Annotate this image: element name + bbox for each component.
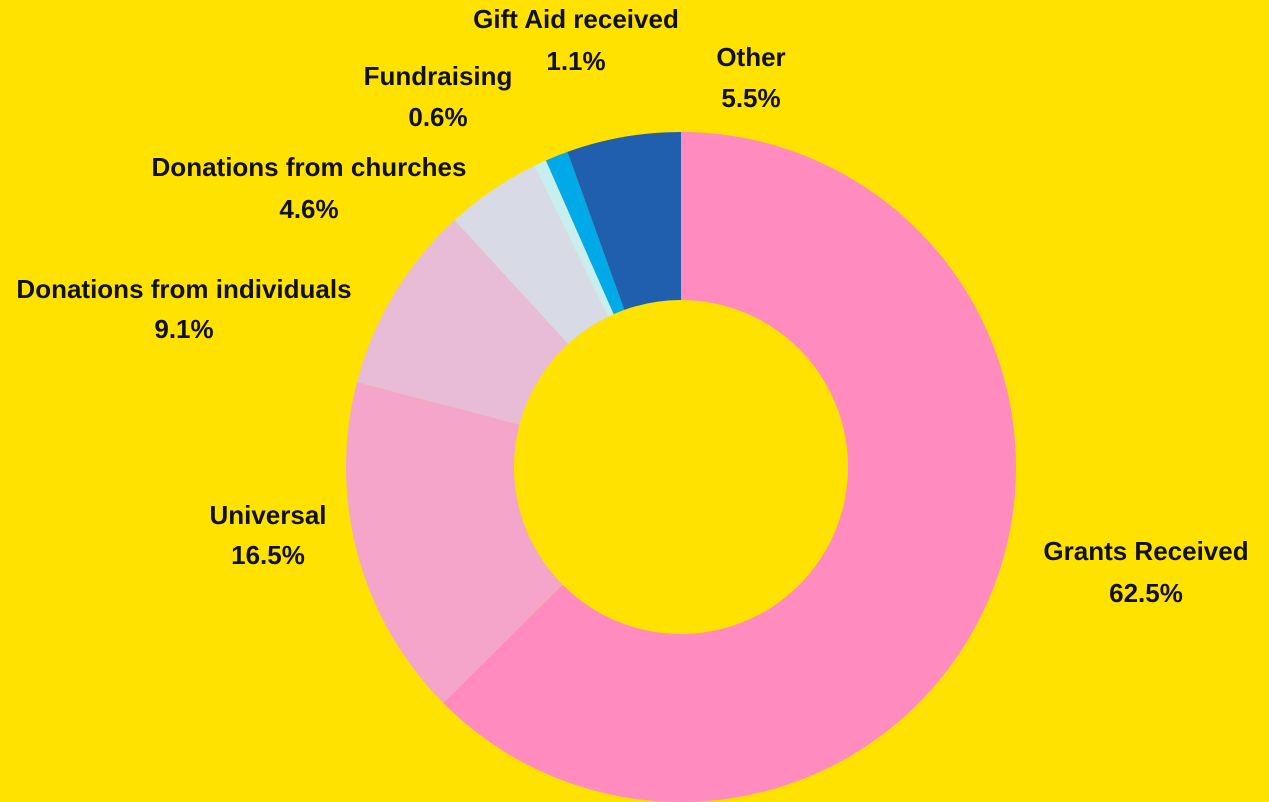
slice-label: Donations from individuals (16, 274, 351, 304)
slice-value-label: 5.5% (721, 83, 780, 113)
slice-label: Donations from churches (152, 152, 467, 182)
donut-slice (346, 382, 563, 703)
donut-slice (443, 132, 1017, 802)
donut-slice (454, 165, 608, 344)
slice-value-label: 62.5% (1109, 578, 1183, 608)
donut-slice (356, 220, 569, 425)
donut-slice (545, 151, 625, 315)
slice-label: Other (716, 42, 785, 72)
slice-label: Universal (209, 500, 326, 530)
donut-slice (567, 132, 681, 310)
slice-value-label: 0.6% (408, 102, 467, 132)
donut-slice (534, 160, 614, 317)
slice-value-label: 1.1% (546, 46, 605, 76)
slice-label: Grants Received (1043, 536, 1248, 566)
slice-value-label: 4.6% (279, 194, 338, 224)
slice-value-label: 16.5% (231, 540, 305, 570)
slice-value-label: 9.1% (154, 314, 213, 344)
slice-label: Fundraising (364, 61, 513, 91)
slice-label: Gift Aid received (473, 4, 679, 34)
